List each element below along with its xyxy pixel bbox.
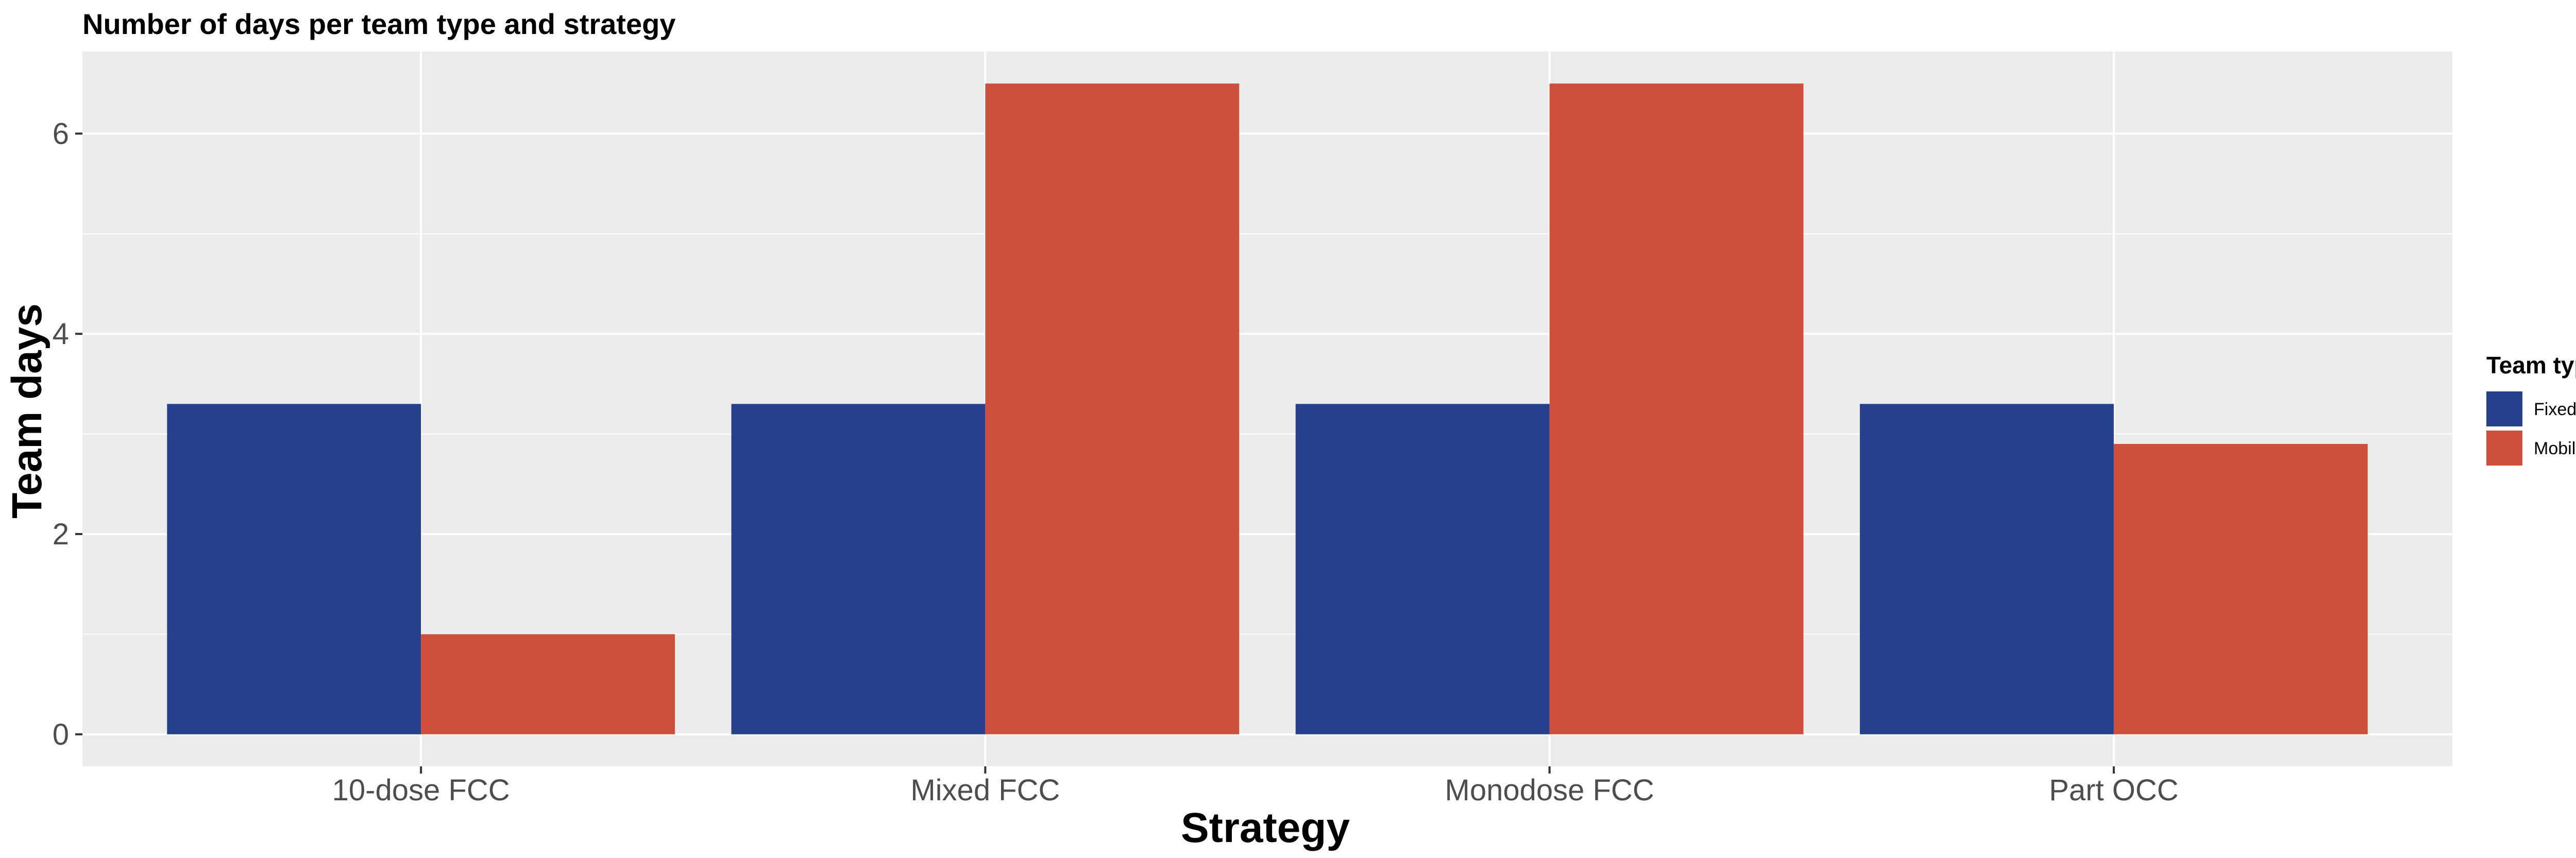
legend-label: Mobile team	[2534, 439, 2576, 458]
y-tick-label: 4	[53, 317, 69, 351]
y-tick-label: 0	[53, 718, 69, 751]
x-axis-title: Strategy	[1181, 804, 1350, 851]
x-tick-label: 10-dose FCC	[332, 774, 510, 807]
bars	[167, 83, 2368, 734]
x-tick-label: Monodose FCC	[1445, 774, 1654, 807]
bar	[2113, 444, 2368, 734]
axes: 0 2 4 6 10-dose FCC Mixed FCC Monodose FCC Part…	[53, 117, 2179, 807]
bar	[1860, 404, 2114, 734]
legend-key	[2486, 391, 2522, 426]
x-tick-label: Part OCC	[2049, 774, 2178, 807]
bar	[731, 404, 986, 734]
bar	[985, 83, 1240, 734]
bar	[1549, 83, 1804, 734]
legend-title: Team type	[2486, 352, 2576, 379]
bar	[1295, 404, 1550, 734]
bar	[421, 634, 675, 734]
legend: Team type Fixed post Mobile team	[2486, 352, 2576, 466]
bar	[167, 404, 421, 734]
y-tick-label: 2	[53, 518, 69, 551]
y-axis-title: Team days	[4, 303, 50, 519]
x-tick-label: Mixed FCC	[910, 774, 1060, 807]
y-tick-label: 6	[53, 117, 69, 150]
legend-label: Fixed post	[2534, 400, 2576, 419]
chart-title: Number of days per team type and strateg…	[82, 8, 675, 40]
legend-key	[2486, 431, 2522, 466]
